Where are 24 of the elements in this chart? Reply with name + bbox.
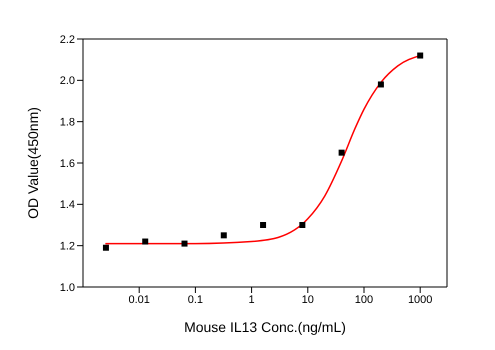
x-axis-title: Mouse IL13 Conc.(ng/mL)	[184, 319, 346, 335]
x-tick-label: 10	[302, 294, 314, 306]
point	[417, 52, 424, 59]
point	[142, 238, 148, 245]
y-tick-label: 1.4	[60, 199, 75, 212]
y-tick-label: 1.0	[60, 282, 75, 294]
x-tick-label: 1000	[408, 294, 432, 306]
point	[220, 232, 227, 238]
x-tick-label: 100	[354, 294, 374, 306]
y-tick-label: 1.6	[60, 158, 75, 170]
x-tick-label: 1	[248, 294, 255, 306]
point	[182, 240, 188, 247]
y-axis-title: OD Value(450nm)	[24, 107, 41, 219]
point	[299, 222, 306, 228]
y-tick-label: 1.2	[60, 240, 75, 253]
y-tick-label: 2.2	[60, 34, 75, 46]
y-tick-label: 2.0	[60, 75, 75, 88]
point	[260, 222, 266, 228]
point	[378, 81, 384, 88]
point	[338, 150, 345, 156]
y-tick-label: 1.8	[60, 116, 75, 129]
x-tick-label: 0.1	[188, 294, 204, 306]
x-tick-label: 0.01	[128, 294, 150, 306]
point	[102, 244, 109, 251]
